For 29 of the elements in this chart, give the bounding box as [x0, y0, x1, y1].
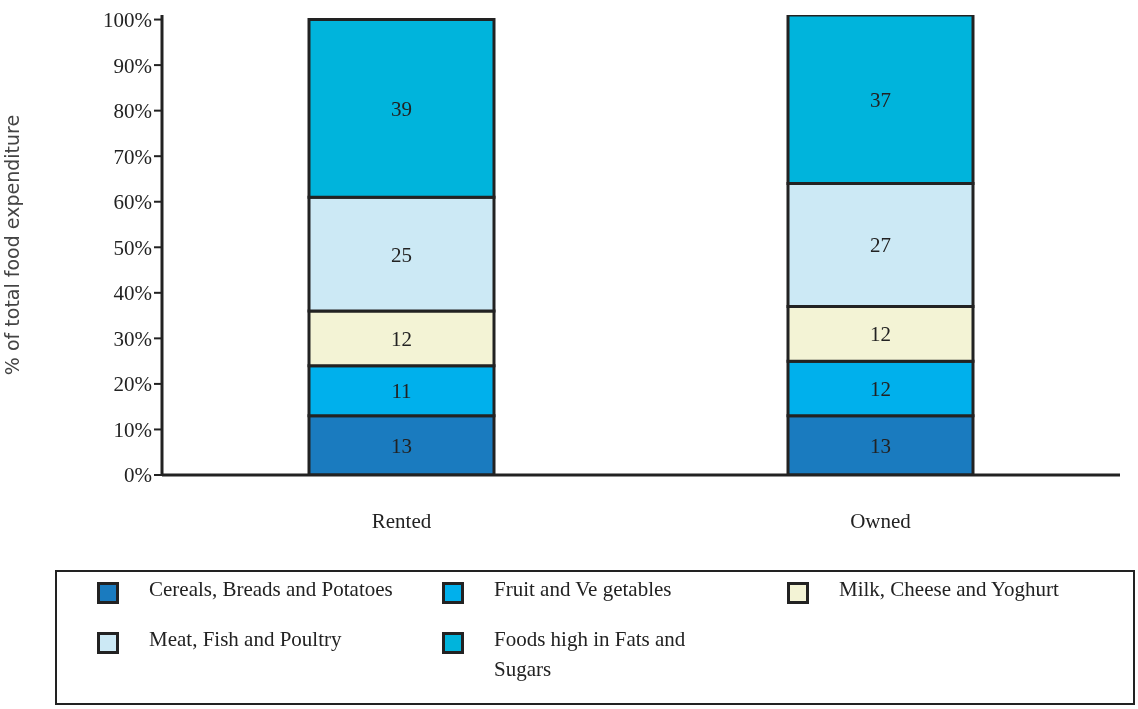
x-tick-label: Owned [850, 508, 912, 533]
data-label: 13 [870, 433, 891, 458]
data-label: 13 [391, 433, 412, 458]
x-tick-label: Rented [371, 508, 432, 533]
legend-label: Foods high in Fats and Sugars [494, 625, 687, 683]
y-tick-label: 30% [113, 326, 152, 351]
y-tick-label: 40% [113, 281, 152, 306]
y-axis-title: % of total food expenditure [0, 114, 23, 376]
data-label: 12 [870, 322, 891, 347]
legend-label: Milk, Cheese and Yoghurt [839, 576, 1060, 603]
y-tick-label: 10% [113, 417, 152, 442]
y-tick-label: 20% [113, 372, 152, 397]
y-tick-label: 80% [113, 99, 152, 124]
legend-label: Cereals, Breads and Potatoes [149, 576, 394, 603]
data-label: 27 [870, 233, 891, 258]
data-label: 12 [870, 376, 891, 401]
data-label: 11 [391, 379, 412, 404]
y-tick-label: 50% [113, 235, 152, 260]
y-tick-label: 90% [113, 53, 152, 78]
y-tick-label: 70% [113, 144, 152, 169]
y-tick-label: 0% [124, 463, 152, 488]
data-label: 37 [870, 87, 891, 112]
legend-label: Fruit and Ve getables [494, 576, 673, 603]
y-tick-label: 100% [103, 8, 152, 33]
data-label: 12 [391, 326, 412, 351]
data-label: 25 [391, 242, 412, 267]
data-label: 39 [391, 96, 412, 121]
legend-label: Meat, Fish and Poultry [149, 625, 343, 653]
y-tick-label: 60% [113, 190, 152, 215]
